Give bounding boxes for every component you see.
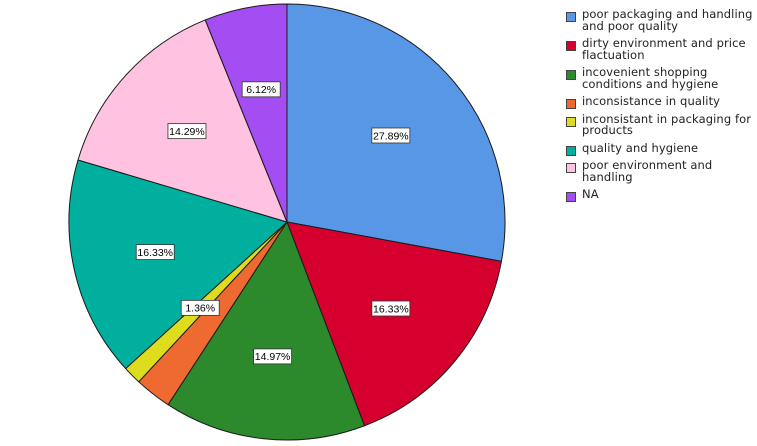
legend-swatch xyxy=(566,116,576,127)
data-label: 16.33% xyxy=(137,247,173,259)
legend-swatch xyxy=(566,99,576,109)
legend-item: inconsistance in quality xyxy=(566,94,756,109)
data-label-box xyxy=(241,81,281,98)
data-label: 14.97% xyxy=(255,351,291,363)
pie-slice xyxy=(68,159,288,370)
pie-slice xyxy=(167,221,365,441)
data-label-box xyxy=(253,348,292,365)
data-label-box xyxy=(371,300,411,317)
legend-label: inconsistant in packaging for products xyxy=(582,111,752,137)
data-label-box xyxy=(180,299,220,316)
data-label-box xyxy=(167,123,207,140)
pie-slice xyxy=(286,221,502,427)
data-label: 27.89% xyxy=(373,130,409,142)
legend-label: poor packaging and handling and poor qua… xyxy=(582,7,753,33)
legend-swatch xyxy=(566,145,576,156)
legend-label: incovenient shopping conditions and hygi… xyxy=(582,65,719,91)
legend-item: NA xyxy=(566,187,756,202)
legend-swatch xyxy=(566,70,576,80)
data-label: 16.33% xyxy=(373,303,409,315)
data-label-box xyxy=(371,127,411,144)
legend-swatch xyxy=(566,41,576,51)
data-label-box xyxy=(135,244,175,260)
legend-label: dirty environment and price flactuation xyxy=(582,36,746,62)
slice-labels: 27.89% 16.33% 14.97% 1.36% 16.33% 14.29% 6.12% xyxy=(135,81,411,365)
legend-item: quality and hygiene xyxy=(566,140,756,156)
legend-label: NA xyxy=(582,187,599,201)
data-label: 1.36% xyxy=(185,303,215,315)
legend-swatch xyxy=(566,163,576,173)
legend-item: inconsistant in packaging for products xyxy=(566,111,756,137)
legend-item: poor packaging and handling and poor qua… xyxy=(566,7,756,33)
data-label: 14.29% xyxy=(169,126,205,138)
legend-swatch xyxy=(566,12,576,22)
pie-slice xyxy=(204,3,288,223)
legend: poor packaging and handling and poor qua… xyxy=(566,7,756,207)
legend-label: quality and hygiene xyxy=(582,140,699,155)
legend-label: inconsistance in quality xyxy=(582,94,721,108)
legend-item: incovenient shopping conditions and hygi… xyxy=(566,65,756,91)
legend-item: dirty environment and price flactuation xyxy=(566,36,756,62)
legend-label: poor environment and handling xyxy=(582,158,713,184)
pie-slice xyxy=(77,19,288,223)
data-label: 6.12% xyxy=(246,84,276,96)
pie-slices xyxy=(68,3,506,441)
legend-item: poor environment and handling xyxy=(566,158,756,184)
legend-swatch xyxy=(566,192,576,202)
